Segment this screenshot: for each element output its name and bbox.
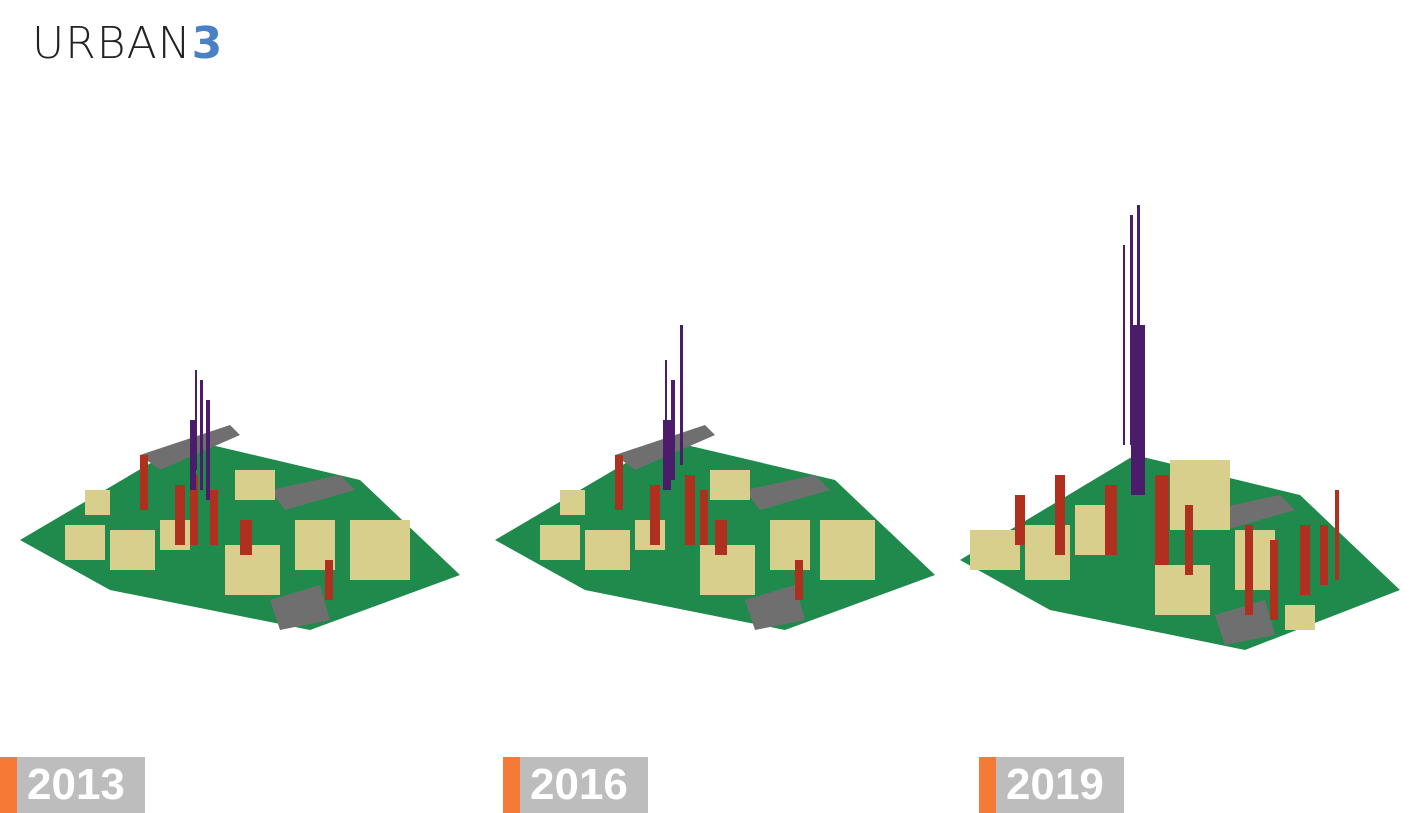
mid-value-buildings xyxy=(140,455,333,600)
year-text: 2016 xyxy=(530,760,628,809)
value-map-2016 xyxy=(495,325,935,630)
year-label-2019: 2019 xyxy=(979,757,1124,813)
accent-bar xyxy=(503,757,520,813)
value-map-2019 xyxy=(960,205,1400,650)
road-area xyxy=(745,585,805,630)
urban3-logo: URBAN3 xyxy=(32,18,223,69)
year-label-2016: 2016 xyxy=(503,757,648,813)
accent-bar xyxy=(979,757,996,813)
road-area xyxy=(745,475,830,510)
road-area xyxy=(1215,600,1275,645)
year-text: 2013 xyxy=(27,760,125,809)
logo-accent: 3 xyxy=(191,18,224,69)
road-area xyxy=(270,585,330,630)
year-text: 2019 xyxy=(1006,760,1104,809)
value-map-2013 xyxy=(20,370,460,630)
high-value-towers xyxy=(663,325,683,490)
road-area xyxy=(1210,495,1295,530)
accent-bar xyxy=(0,757,17,813)
logo-text: URBAN xyxy=(32,18,192,69)
road-area xyxy=(270,475,355,510)
high-value-towers xyxy=(1123,205,1145,495)
mid-value-buildings xyxy=(1015,475,1339,620)
high-value-towers xyxy=(190,370,210,500)
mid-value-buildings xyxy=(615,455,803,600)
year-label-2013: 2013 xyxy=(0,757,145,813)
ground-plane xyxy=(960,455,1400,650)
